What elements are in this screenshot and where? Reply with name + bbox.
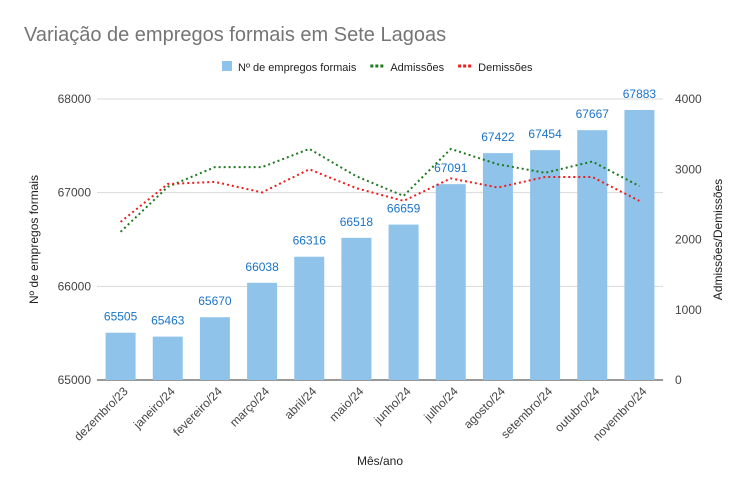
line-series-admissões (119, 147, 640, 233)
legend-label: Admissões (390, 62, 444, 74)
y-axis-title: Nº de empregos formais (27, 175, 41, 304)
x-tick-label: agosto/24 (461, 384, 508, 431)
bar-data-label: 65505 (104, 310, 138, 324)
y2-tick-label: 4000 (675, 92, 702, 106)
legend-swatch (222, 61, 232, 71)
bar-data-label: 67667 (576, 107, 610, 121)
x-tick-label: junho/24 (371, 384, 414, 427)
y-tick-label: 65000 (58, 373, 92, 387)
bar-data-label: 66659 (387, 202, 421, 216)
bar-data-label: 67883 (623, 87, 657, 101)
y2-tick-label: 1000 (675, 303, 702, 317)
bar (247, 282, 278, 380)
bar-data-label: 65463 (151, 314, 185, 328)
bar (388, 224, 419, 380)
bar-data-label: 66316 (293, 234, 327, 248)
bar (577, 130, 608, 380)
x-tick-label: março/24 (227, 384, 273, 430)
x-tick-label: julho/24 (421, 384, 462, 425)
x-tick-label: outubro/24 (552, 384, 603, 435)
bar (152, 336, 183, 380)
bar (341, 237, 372, 380)
bar (624, 109, 655, 381)
bar-data-label: 66518 (340, 215, 374, 229)
bar (530, 150, 561, 380)
y-tick-label: 67000 (58, 186, 92, 200)
x-axis-title: Mês/ano (357, 454, 403, 468)
x-tick-label: janeiro/24 (130, 384, 178, 432)
y-tick-label: 68000 (58, 92, 92, 106)
bar-data-label: 67454 (528, 127, 562, 141)
x-tick-label: abril/24 (282, 384, 320, 422)
x-tick-label: maio/24 (326, 384, 366, 424)
bar (105, 332, 136, 380)
y2-axis-title: Admissões/Demissões (711, 179, 725, 300)
bar (199, 317, 230, 380)
y2-tick-label: 0 (675, 373, 682, 387)
x-tick-label: dezembro/23 (71, 384, 131, 444)
bar-data-label: 67091 (434, 161, 468, 175)
bar (482, 153, 513, 380)
y2-tick-label: 3000 (675, 162, 702, 176)
legend-label: Nº de empregos formais (238, 62, 357, 74)
line-series-demissões (119, 168, 640, 223)
y-tick-label: 66000 (58, 279, 92, 293)
bar-data-label: 65670 (198, 294, 232, 308)
chart-title: Variação de empregos formais em Sete Lag… (24, 24, 447, 46)
y2-tick-label: 2000 (675, 233, 702, 247)
bar (294, 256, 325, 380)
bar-data-label: 66038 (245, 260, 279, 274)
legend-label: Demissões (478, 62, 533, 74)
x-tick-label: fevereiro/24 (170, 384, 225, 439)
x-tick-label: setembro/24 (498, 384, 555, 441)
bar-data-label: 67422 (481, 130, 515, 144)
bar (435, 184, 466, 380)
